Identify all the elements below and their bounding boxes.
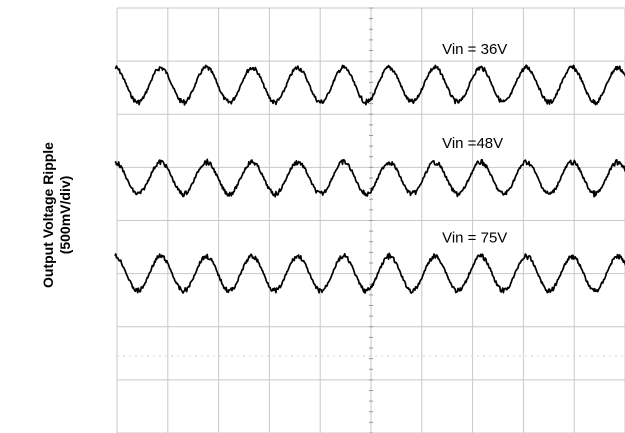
grid bbox=[116, 7, 625, 433]
trace-labels: Vin = 36V Vin =48V Vin = 75V bbox=[442, 41, 507, 247]
ripple-trace-3 bbox=[114, 252, 625, 294]
trace-label-3: Vin = 75V bbox=[442, 229, 507, 246]
traces bbox=[114, 64, 625, 294]
ripple-trace-1 bbox=[114, 64, 625, 106]
ripple-trace-2 bbox=[114, 158, 625, 198]
trace-label-2: Vin =48V bbox=[442, 135, 503, 152]
trace-label-1: Vin = 36V bbox=[442, 41, 507, 58]
